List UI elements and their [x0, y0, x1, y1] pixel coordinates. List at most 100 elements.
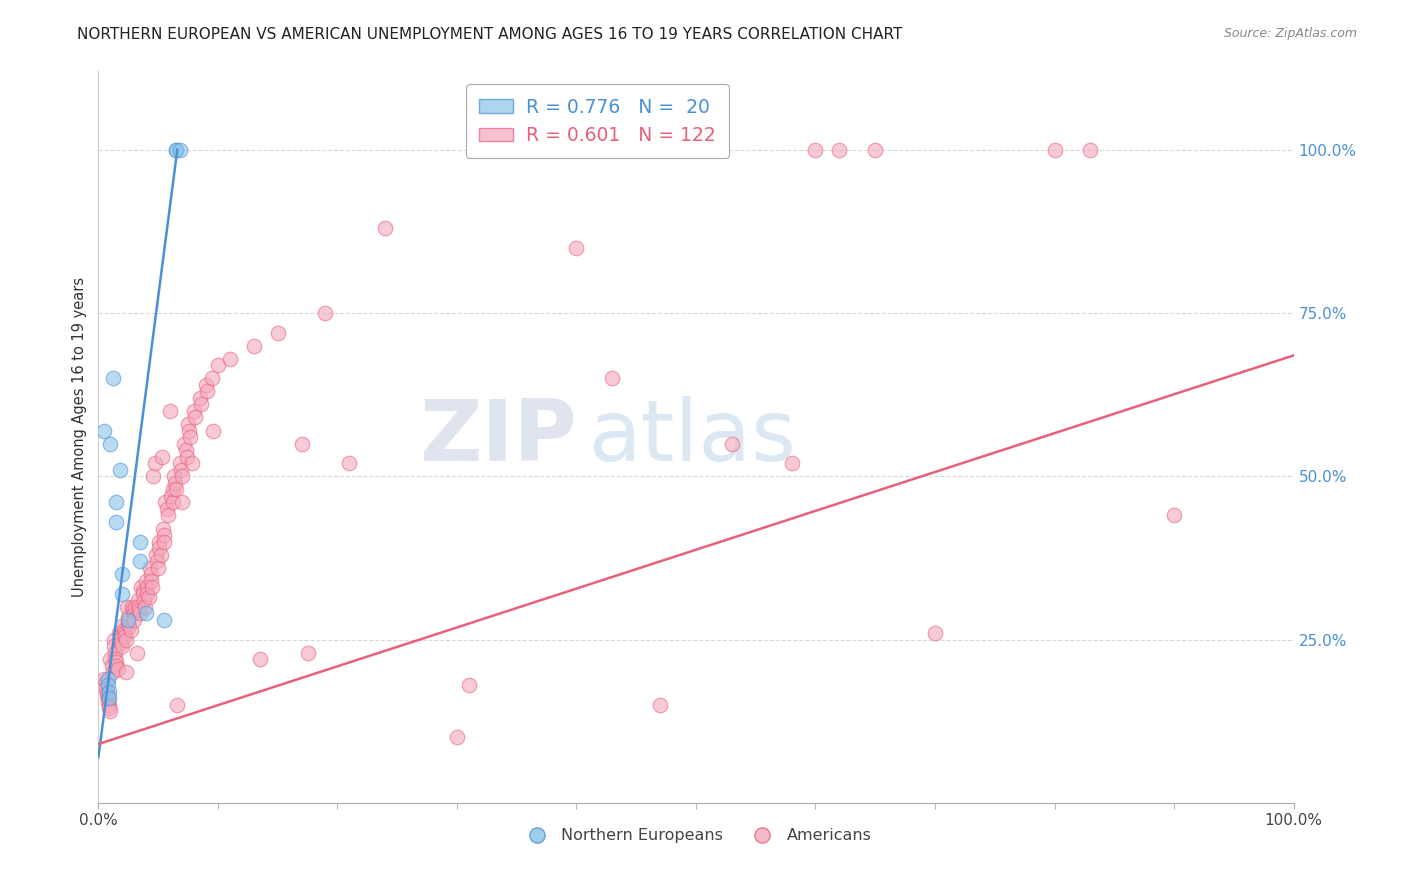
Point	[105, 495, 128, 509]
Point	[565, 241, 588, 255]
Point	[374, 221, 396, 235]
Point	[103, 632, 125, 647]
Point	[127, 599, 149, 614]
Point	[108, 463, 131, 477]
Point	[267, 326, 290, 340]
Point	[104, 652, 127, 666]
Point	[131, 583, 153, 598]
Point	[169, 143, 191, 157]
Point	[143, 456, 166, 470]
Point	[122, 603, 145, 617]
Point	[108, 632, 131, 647]
Point	[195, 384, 218, 399]
Point	[128, 603, 150, 617]
Point	[142, 469, 165, 483]
Legend: Northern Europeans, Americans: Northern Europeans, Americans	[515, 822, 877, 850]
Point	[96, 688, 118, 702]
Point	[120, 623, 142, 637]
Point	[152, 521, 174, 535]
Point	[207, 358, 229, 372]
Point	[153, 528, 176, 542]
Point	[172, 469, 194, 483]
Y-axis label: Unemployment Among Ages 16 to 19 years: Unemployment Among Ages 16 to 19 years	[72, 277, 87, 597]
Point	[339, 456, 361, 470]
Text: NORTHERN EUROPEAN VS AMERICAN UNEMPLOYMENT AMONG AGES 16 TO 19 YEARS CORRELATION: NORTHERN EUROPEAN VS AMERICAN UNEMPLOYME…	[77, 27, 903, 42]
Point	[145, 548, 167, 562]
Point	[131, 587, 153, 601]
Point	[101, 371, 124, 385]
Point	[129, 607, 152, 621]
Point	[111, 639, 134, 653]
Point	[97, 672, 120, 686]
Point	[156, 508, 179, 523]
Point	[1043, 143, 1066, 157]
Point	[148, 541, 170, 555]
Point	[98, 691, 121, 706]
Point	[129, 534, 152, 549]
Point	[115, 599, 138, 614]
Point	[96, 685, 118, 699]
Point	[132, 593, 155, 607]
Point	[139, 567, 162, 582]
Point	[780, 456, 803, 470]
Point	[166, 698, 188, 712]
Point	[131, 580, 153, 594]
Point	[138, 590, 160, 604]
Point	[176, 450, 198, 464]
Point	[165, 143, 187, 157]
Point	[163, 469, 186, 483]
Point	[1080, 143, 1102, 157]
Point	[202, 424, 225, 438]
Point	[155, 502, 177, 516]
Point	[865, 143, 887, 157]
Point	[169, 456, 191, 470]
Point	[721, 436, 744, 450]
Point	[162, 483, 184, 497]
Point	[94, 675, 117, 690]
Point	[148, 534, 170, 549]
Point	[98, 705, 122, 719]
Point	[183, 404, 205, 418]
Point	[179, 430, 201, 444]
Point	[602, 371, 624, 385]
Point	[828, 143, 851, 157]
Point	[135, 574, 157, 588]
Point	[458, 678, 481, 692]
Point	[125, 646, 148, 660]
Point	[115, 632, 138, 647]
Point	[139, 574, 162, 588]
Point	[173, 436, 195, 450]
Point	[97, 678, 120, 692]
Point	[121, 599, 143, 614]
Point	[148, 560, 170, 574]
Point	[291, 436, 314, 450]
Point	[124, 607, 146, 621]
Point	[107, 626, 129, 640]
Point	[297, 646, 319, 660]
Point	[201, 371, 224, 385]
Point	[162, 495, 184, 509]
Point	[115, 665, 138, 680]
Point	[155, 495, 177, 509]
Point	[243, 339, 266, 353]
Point	[93, 424, 115, 438]
Point	[114, 629, 136, 643]
Point	[180, 456, 202, 470]
Point	[134, 599, 156, 614]
Point	[117, 613, 139, 627]
Point	[195, 377, 218, 392]
Point	[136, 580, 159, 594]
Point	[117, 609, 139, 624]
Point	[188, 391, 211, 405]
Point	[153, 613, 176, 627]
Point	[170, 463, 193, 477]
Point	[149, 548, 172, 562]
Point	[114, 626, 136, 640]
Point	[105, 656, 128, 670]
Text: ZIP: ZIP	[419, 395, 576, 479]
Point	[111, 587, 134, 601]
Point	[107, 662, 129, 676]
Point	[177, 417, 200, 431]
Point	[98, 701, 121, 715]
Point	[446, 731, 468, 745]
